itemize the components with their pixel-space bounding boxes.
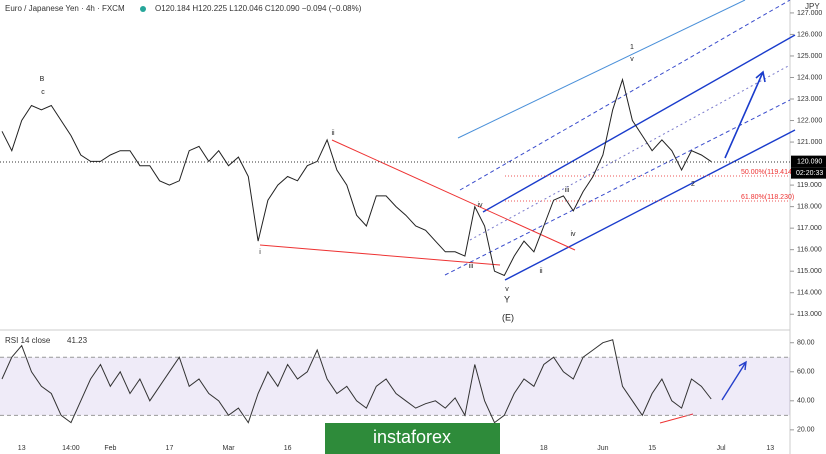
rsi-band: [0, 357, 790, 416]
y-tick-label: 124.000: [797, 74, 822, 81]
channel-line: [444, 99, 791, 276]
y-tick-label: 123.000: [797, 96, 822, 103]
x-tick-label: Jun: [597, 445, 608, 452]
x-tick-label: 13: [18, 445, 26, 452]
rsi-title: RSI 14 close: [5, 336, 51, 345]
channel-line: [504, 129, 796, 281]
y-tick-label: 118.000: [797, 203, 822, 210]
wave-label: iv: [477, 202, 483, 209]
channel-line: [482, 34, 796, 213]
watermark: instaforex: [373, 427, 451, 447]
x-tick-label: 16: [284, 445, 292, 452]
y-tick-label: 121.000: [797, 139, 822, 146]
y-tick-label: 60.00: [797, 369, 815, 376]
channel-line: [469, 64, 791, 241]
y-tick-label: 122.000: [797, 117, 822, 124]
wave-label: iv: [570, 231, 576, 238]
fib-label: 50.00%(119.414): [741, 169, 794, 176]
x-tick-label: 14:00: [62, 445, 80, 452]
x-tick-label: 17: [166, 445, 174, 452]
y-tick-label: 116.000: [797, 247, 822, 254]
x-tick-label: 13: [766, 445, 774, 452]
channel-line: [457, 0, 746, 139]
y-tick-label: 127.000: [797, 10, 822, 17]
wave-label: c: [41, 89, 45, 96]
x-tick-label: Mar: [223, 445, 236, 452]
series-line: [1, 339, 712, 424]
wave-label: v: [505, 286, 509, 293]
wave-label: iii: [469, 263, 474, 270]
x-tick-label: 15: [648, 445, 656, 452]
currency: JPY: [805, 2, 820, 11]
last-price-box: [791, 155, 826, 168]
last-price: 120.090: [797, 158, 822, 165]
y-tick-label: 115.000: [797, 268, 822, 275]
x-tick-label: 18: [540, 445, 548, 452]
wave-label: (E): [502, 312, 514, 322]
y-tick-label: 125.000: [797, 53, 822, 60]
y-tick-label: 80.00: [797, 340, 815, 347]
symbol: Euro / Japanese Yen · 4h · FXCM: [5, 4, 125, 13]
forecast-arrow: [721, 360, 747, 401]
watermark-box: [325, 423, 500, 454]
x-tick-label: Feb: [104, 445, 116, 452]
y-tick-label: 119.000: [797, 182, 822, 189]
triangle-line: [331, 139, 576, 251]
status-dot: [140, 6, 146, 12]
y-tick-label: 40.00: [797, 398, 815, 405]
wave-label: ii: [331, 130, 335, 137]
wave-label: B: [40, 76, 45, 83]
wave-label: iii: [565, 187, 570, 194]
countdown-box: [791, 167, 826, 179]
triangle-line: [259, 244, 501, 266]
x-tick-label: Jul: [717, 445, 726, 452]
wave-label: 2: [691, 181, 695, 188]
fib-label: 61.80%(118.230): [741, 194, 794, 201]
wave-label: ii: [539, 268, 543, 275]
y-tick-label: 114.000: [797, 290, 822, 297]
countdown: 02:20:33: [796, 170, 823, 177]
forecast-arrow: [724, 70, 766, 159]
drawings: [0, 0, 796, 424]
y-tick-label: 113.000: [797, 311, 822, 318]
wave-label: Y: [504, 294, 510, 304]
channel-line: [459, 0, 791, 191]
wave-label: i: [259, 249, 261, 256]
rsi-last: 41.23: [67, 336, 88, 345]
y-tick-label: 20.00: [797, 427, 815, 434]
series-line: [1, 77, 712, 277]
ohlc: O120.184 H120.225 L120.046 C120.090 −0.0…: [155, 4, 362, 13]
y-tick-label: 126.000: [797, 31, 822, 38]
y-tick-label: 117.000: [797, 225, 822, 232]
wave-label: 1: [630, 44, 634, 51]
wave-label: v: [630, 56, 634, 63]
